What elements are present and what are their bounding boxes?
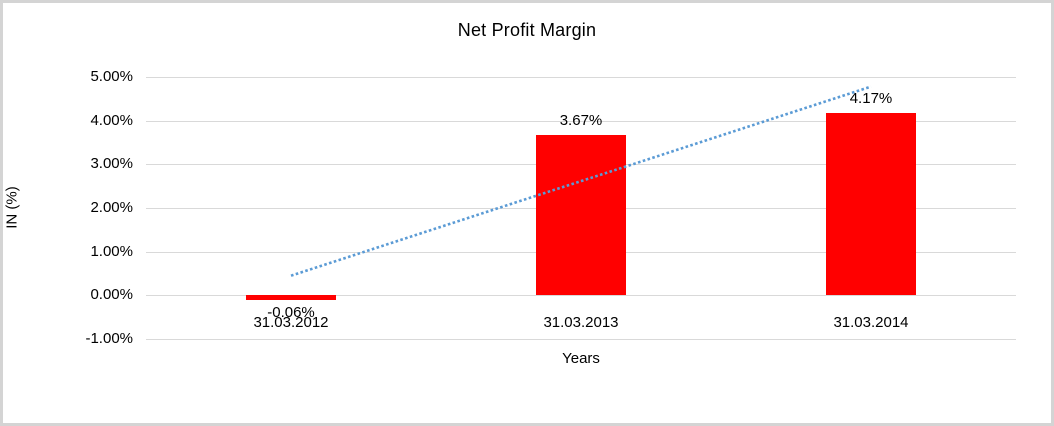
gridline [146,295,1016,296]
gridline [146,77,1016,78]
gridline [146,339,1016,340]
bar-31.03.2012 [246,295,336,300]
y-tick-label: 1.00% [90,243,133,260]
x-tick-label: 31.03.2013 [543,314,619,331]
y-tick-label: 2.00% [90,199,133,216]
y-tick-label: -1.00% [85,330,133,347]
x-axis-title: Years [562,350,600,367]
x-tick-label: 31.03.2014 [833,314,909,331]
x-tick-label: 31.03.2012 [253,314,329,331]
data-label: 3.67% [559,112,603,129]
bar-31.03.2013 [536,135,626,295]
data-label: -0.06% [267,304,315,321]
y-tick-label: 3.00% [90,155,133,172]
y-tick-label: 0.00% [90,286,133,303]
data-label: 4.17% [849,90,893,107]
bar-31.03.2014 [826,113,916,295]
y-tick-label: 4.00% [90,112,133,129]
y-tick-label: 5.00% [90,68,133,85]
chart-title: Net Profit Margin [457,20,597,40]
